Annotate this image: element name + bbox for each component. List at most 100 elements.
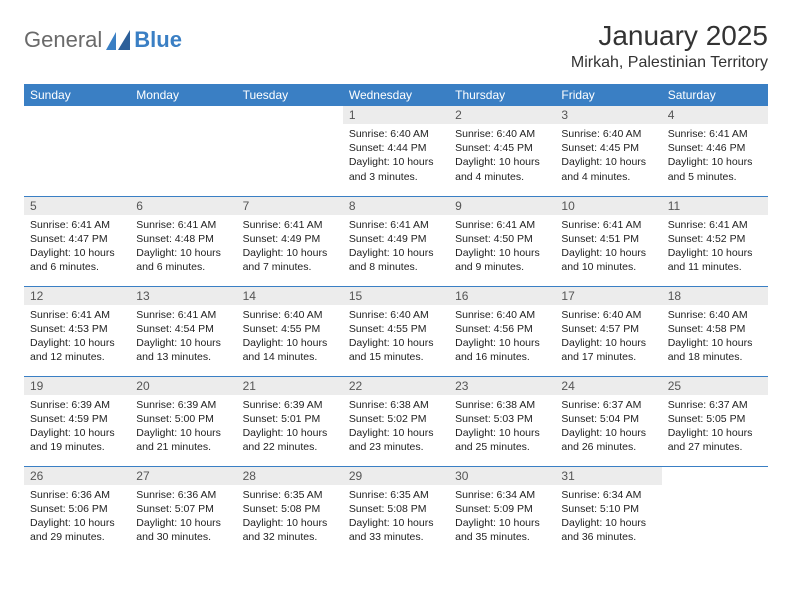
sunrise-line: Sunrise: 6:34 AM — [561, 488, 655, 502]
sunset-line: Sunset: 5:06 PM — [30, 502, 124, 516]
calendar-cell: 22Sunrise: 6:38 AMSunset: 5:02 PMDayligh… — [343, 376, 449, 466]
header: General Blue January 2025 Mirkah, Palest… — [24, 20, 768, 72]
day-number: 17 — [555, 287, 661, 305]
day-number: 18 — [662, 287, 768, 305]
sunset-line: Sunset: 5:05 PM — [668, 412, 762, 426]
day-number: 3 — [555, 106, 661, 124]
day-details: Sunrise: 6:34 AMSunset: 5:10 PMDaylight:… — [555, 485, 661, 549]
day-number: 19 — [24, 377, 130, 395]
weekday-header: Monday — [130, 84, 236, 106]
calendar-cell: 25Sunrise: 6:37 AMSunset: 5:05 PMDayligh… — [662, 376, 768, 466]
logo-text-general: General — [24, 27, 102, 53]
day-details: Sunrise: 6:41 AMSunset: 4:54 PMDaylight:… — [130, 305, 236, 369]
day-number: 29 — [343, 467, 449, 485]
sunrise-line: Sunrise: 6:41 AM — [349, 218, 443, 232]
sunrise-line: Sunrise: 6:40 AM — [349, 308, 443, 322]
calendar-cell: 13Sunrise: 6:41 AMSunset: 4:54 PMDayligh… — [130, 286, 236, 376]
sunset-line: Sunset: 5:02 PM — [349, 412, 443, 426]
day-number: 6 — [130, 197, 236, 215]
calendar-cell-empty — [662, 466, 768, 556]
sunrise-line: Sunrise: 6:41 AM — [455, 218, 549, 232]
daylight-line: Daylight: 10 hours and 10 minutes. — [561, 246, 655, 274]
day-number: 16 — [449, 287, 555, 305]
day-details: Sunrise: 6:37 AMSunset: 5:05 PMDaylight:… — [662, 395, 768, 459]
sunset-line: Sunset: 4:53 PM — [30, 322, 124, 336]
weekday-header: Friday — [555, 84, 661, 106]
sunrise-line: Sunrise: 6:38 AM — [349, 398, 443, 412]
calendar-cell: 11Sunrise: 6:41 AMSunset: 4:52 PMDayligh… — [662, 196, 768, 286]
day-number: 24 — [555, 377, 661, 395]
daylight-line: Daylight: 10 hours and 11 minutes. — [668, 246, 762, 274]
calendar-cell: 14Sunrise: 6:40 AMSunset: 4:55 PMDayligh… — [237, 286, 343, 376]
daylight-line: Daylight: 10 hours and 26 minutes. — [561, 426, 655, 454]
daylight-line: Daylight: 10 hours and 22 minutes. — [243, 426, 337, 454]
sunrise-line: Sunrise: 6:35 AM — [243, 488, 337, 502]
day-number: 11 — [662, 197, 768, 215]
day-details: Sunrise: 6:41 AMSunset: 4:49 PMDaylight:… — [237, 215, 343, 279]
sunset-line: Sunset: 4:54 PM — [136, 322, 230, 336]
sunrise-line: Sunrise: 6:41 AM — [136, 308, 230, 322]
day-details: Sunrise: 6:34 AMSunset: 5:09 PMDaylight:… — [449, 485, 555, 549]
daylight-line: Daylight: 10 hours and 35 minutes. — [455, 516, 549, 544]
day-details: Sunrise: 6:40 AMSunset: 4:55 PMDaylight:… — [237, 305, 343, 369]
calendar-cell: 10Sunrise: 6:41 AMSunset: 4:51 PMDayligh… — [555, 196, 661, 286]
calendar-cell: 5Sunrise: 6:41 AMSunset: 4:47 PMDaylight… — [24, 196, 130, 286]
daylight-line: Daylight: 10 hours and 30 minutes. — [136, 516, 230, 544]
day-details: Sunrise: 6:38 AMSunset: 5:03 PMDaylight:… — [449, 395, 555, 459]
weekday-header: Sunday — [24, 84, 130, 106]
daylight-line: Daylight: 10 hours and 33 minutes. — [349, 516, 443, 544]
day-number: 1 — [343, 106, 449, 124]
day-details: Sunrise: 6:38 AMSunset: 5:02 PMDaylight:… — [343, 395, 449, 459]
daylight-line: Daylight: 10 hours and 27 minutes. — [668, 426, 762, 454]
sunrise-line: Sunrise: 6:41 AM — [561, 218, 655, 232]
sunrise-line: Sunrise: 6:36 AM — [30, 488, 124, 502]
daylight-line: Daylight: 10 hours and 17 minutes. — [561, 336, 655, 364]
logo: General Blue — [24, 20, 182, 60]
day-number: 25 — [662, 377, 768, 395]
sunrise-line: Sunrise: 6:40 AM — [668, 308, 762, 322]
daylight-line: Daylight: 10 hours and 15 minutes. — [349, 336, 443, 364]
day-details: Sunrise: 6:36 AMSunset: 5:07 PMDaylight:… — [130, 485, 236, 549]
sunset-line: Sunset: 4:55 PM — [243, 322, 337, 336]
day-number: 31 — [555, 467, 661, 485]
sunrise-line: Sunrise: 6:41 AM — [30, 218, 124, 232]
calendar-row: 26Sunrise: 6:36 AMSunset: 5:06 PMDayligh… — [24, 466, 768, 556]
day-number: 27 — [130, 467, 236, 485]
day-number: 14 — [237, 287, 343, 305]
sunset-line: Sunset: 4:51 PM — [561, 232, 655, 246]
sunrise-line: Sunrise: 6:40 AM — [349, 127, 443, 141]
day-number: 21 — [237, 377, 343, 395]
calendar-row: 1Sunrise: 6:40 AMSunset: 4:44 PMDaylight… — [24, 106, 768, 196]
daylight-line: Daylight: 10 hours and 23 minutes. — [349, 426, 443, 454]
daylight-line: Daylight: 10 hours and 9 minutes. — [455, 246, 549, 274]
daylight-line: Daylight: 10 hours and 4 minutes. — [561, 155, 655, 183]
calendar-cell: 29Sunrise: 6:35 AMSunset: 5:08 PMDayligh… — [343, 466, 449, 556]
weekday-header-row: SundayMondayTuesdayWednesdayThursdayFrid… — [24, 84, 768, 106]
calendar-cell: 9Sunrise: 6:41 AMSunset: 4:50 PMDaylight… — [449, 196, 555, 286]
sunrise-line: Sunrise: 6:36 AM — [136, 488, 230, 502]
calendar-row: 12Sunrise: 6:41 AMSunset: 4:53 PMDayligh… — [24, 286, 768, 376]
calendar-table: SundayMondayTuesdayWednesdayThursdayFrid… — [24, 84, 768, 556]
calendar-cell: 6Sunrise: 6:41 AMSunset: 4:48 PMDaylight… — [130, 196, 236, 286]
calendar-cell: 16Sunrise: 6:40 AMSunset: 4:56 PMDayligh… — [449, 286, 555, 376]
day-details: Sunrise: 6:41 AMSunset: 4:48 PMDaylight:… — [130, 215, 236, 279]
day-number: 26 — [24, 467, 130, 485]
sunset-line: Sunset: 5:03 PM — [455, 412, 549, 426]
day-details: Sunrise: 6:40 AMSunset: 4:45 PMDaylight:… — [449, 124, 555, 188]
day-number: 2 — [449, 106, 555, 124]
sunset-line: Sunset: 4:59 PM — [30, 412, 124, 426]
daylight-line: Daylight: 10 hours and 6 minutes. — [30, 246, 124, 274]
day-number: 4 — [662, 106, 768, 124]
calendar-cell-empty — [24, 106, 130, 196]
calendar-cell: 7Sunrise: 6:41 AMSunset: 4:49 PMDaylight… — [237, 196, 343, 286]
daylight-line: Daylight: 10 hours and 13 minutes. — [136, 336, 230, 364]
day-number: 30 — [449, 467, 555, 485]
sunset-line: Sunset: 4:45 PM — [561, 141, 655, 155]
weekday-header: Thursday — [449, 84, 555, 106]
day-details: Sunrise: 6:40 AMSunset: 4:45 PMDaylight:… — [555, 124, 661, 188]
daylight-line: Daylight: 10 hours and 14 minutes. — [243, 336, 337, 364]
sunset-line: Sunset: 4:55 PM — [349, 322, 443, 336]
daylight-line: Daylight: 10 hours and 16 minutes. — [455, 336, 549, 364]
day-details: Sunrise: 6:41 AMSunset: 4:46 PMDaylight:… — [662, 124, 768, 188]
sunrise-line: Sunrise: 6:41 AM — [136, 218, 230, 232]
